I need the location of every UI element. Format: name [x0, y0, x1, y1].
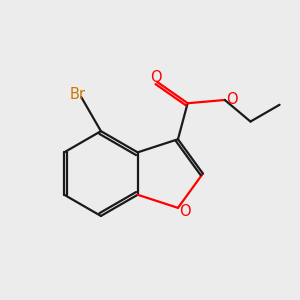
Text: Br: Br [69, 86, 85, 101]
Text: O: O [226, 92, 238, 107]
Text: O: O [151, 70, 162, 85]
Text: O: O [179, 204, 191, 219]
